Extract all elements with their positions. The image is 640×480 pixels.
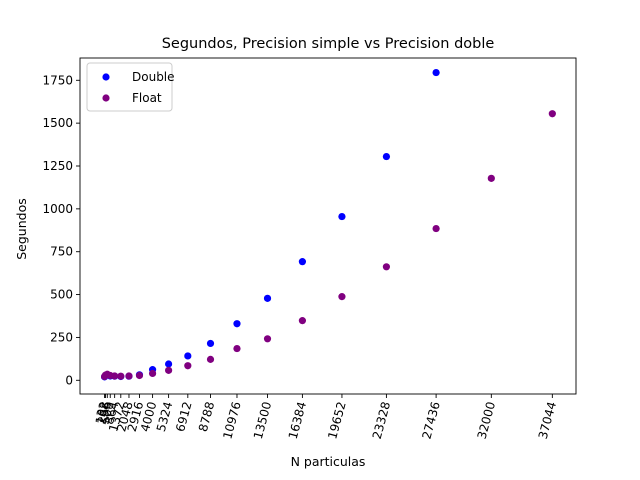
data-point-double (165, 360, 173, 368)
plot-frame (79, 57, 577, 395)
x-axis-label: N particulas (291, 454, 366, 469)
data-point-float (125, 372, 133, 380)
y-tick-label: 500 (50, 288, 73, 302)
data-point-float (233, 344, 241, 353)
data-point-float (165, 366, 173, 374)
data-point-float (117, 372, 125, 380)
y-tick-label: 0 (65, 373, 73, 387)
data-point-double (298, 258, 307, 266)
data-point-float (263, 335, 272, 343)
y-tick-label: 250 (50, 330, 73, 344)
data-point-double (263, 294, 272, 302)
data-point-float (548, 110, 556, 118)
data-point-double (206, 339, 215, 348)
data-point-float (111, 372, 119, 380)
legend-label: Double (132, 70, 175, 84)
data-point-float (432, 224, 440, 233)
data-point-float (382, 263, 391, 271)
data-point-double (382, 152, 391, 161)
data-point-double (338, 212, 346, 221)
data-point-float (184, 362, 192, 370)
y-tick-label: 1750 (42, 73, 73, 87)
plot-area (79, 57, 577, 395)
x-tick-label: 256 (95, 400, 114, 426)
data-point-float (148, 369, 157, 378)
x-tick-label: 864 (102, 400, 121, 426)
x-tick-label: 108 (93, 400, 112, 426)
x-tick-label: 500 (98, 400, 117, 426)
y-axis-label: Segundos (14, 198, 29, 260)
data-point-float (487, 174, 495, 182)
y-tick-label: 750 (50, 245, 73, 259)
chart-title: Segundos, Precision simple vs Precision … (162, 36, 495, 52)
data-point-double (432, 68, 440, 77)
legend-label: Float (132, 91, 162, 105)
y-axis-ticks: 0 250 500 750 1000 1250 1500 1750 (42, 73, 80, 387)
data-point-double (184, 352, 192, 360)
legend-marker-double (102, 73, 110, 81)
data-points (100, 68, 556, 381)
x-tick-label: 32 (94, 400, 111, 418)
y-tick-label: 1250 (42, 159, 73, 173)
legend-marker-float (102, 94, 110, 102)
y-tick-label: 1000 (42, 202, 73, 216)
data-point-float (135, 371, 144, 380)
data-point-double (233, 320, 241, 328)
legend: Double Float (86, 62, 175, 112)
data-point-float (206, 355, 215, 363)
data-point-float (298, 317, 307, 325)
y-tick-label: 1500 (42, 116, 73, 130)
data-point-float (338, 293, 346, 301)
